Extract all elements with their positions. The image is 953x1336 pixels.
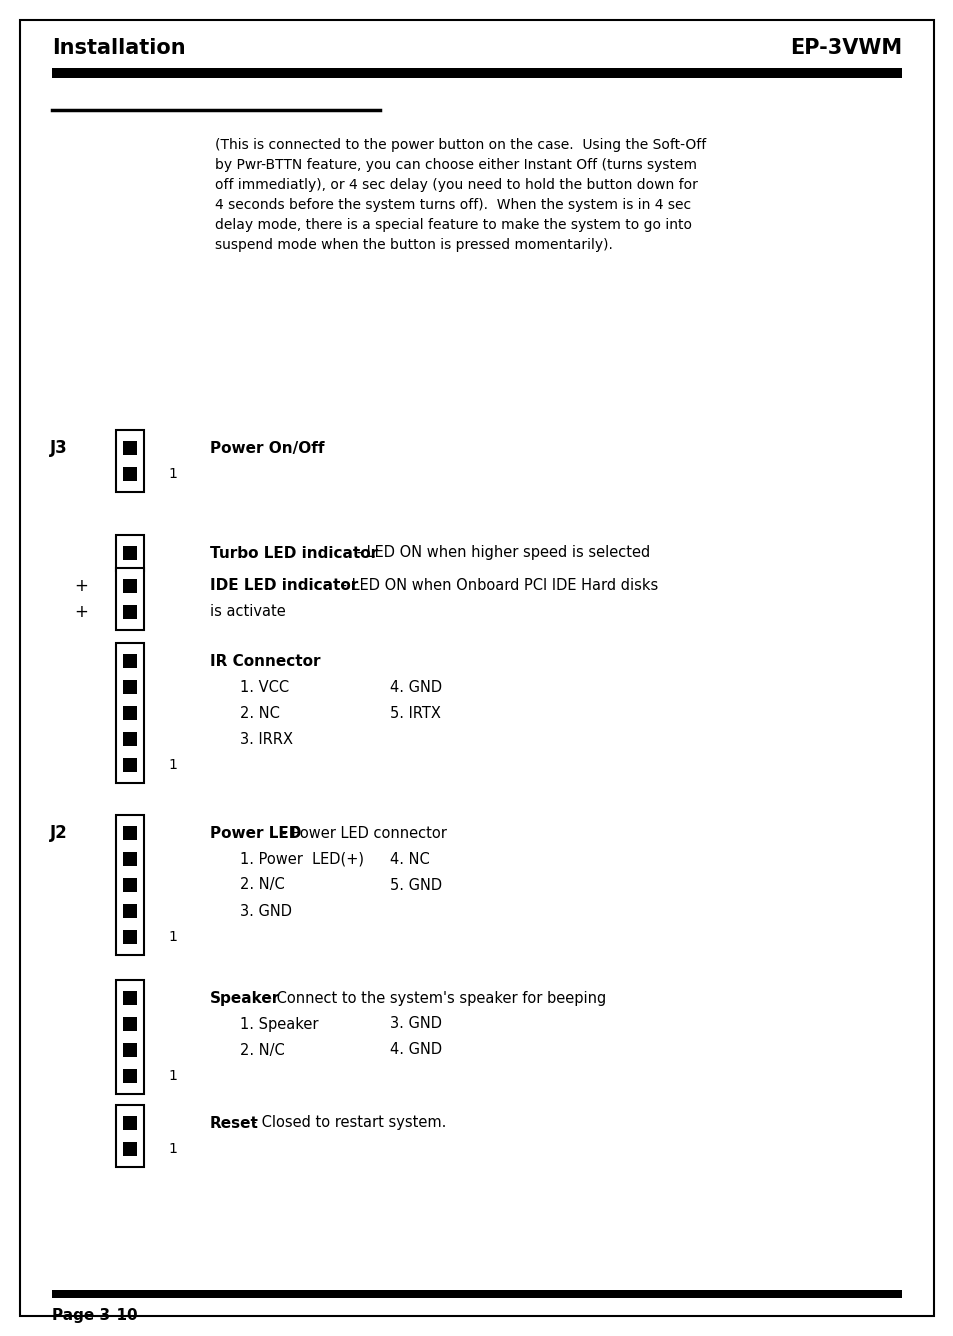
Bar	[116, 430, 144, 492]
Text: 4. NC: 4. NC	[390, 851, 429, 867]
Bar	[116, 568, 144, 631]
Bar	[116, 534, 144, 570]
Bar	[123, 441, 137, 456]
Bar	[123, 904, 137, 918]
Bar	[52, 68, 901, 77]
Text: Power LED: Power LED	[210, 826, 301, 840]
Text: 2. N/C: 2. N/C	[240, 1042, 284, 1058]
Text: Reset: Reset	[210, 1116, 258, 1130]
Text: 1: 1	[168, 1069, 176, 1083]
Text: 4. GND: 4. GND	[390, 1042, 441, 1058]
Bar	[123, 991, 137, 1005]
Text: IR Connector: IR Connector	[210, 653, 320, 668]
Bar	[123, 1116, 137, 1130]
Text: - Power LED connector: - Power LED connector	[277, 826, 447, 840]
Text: Turbo LED indicator: Turbo LED indicator	[210, 545, 377, 561]
Bar	[123, 1043, 137, 1057]
Bar	[123, 705, 137, 720]
Text: EP-3VWM: EP-3VWM	[789, 37, 901, 57]
Text: 1. Speaker: 1. Speaker	[240, 1017, 318, 1031]
Text: 1: 1	[168, 758, 176, 772]
Text: - Connect to the system's speaker for beeping: - Connect to the system's speaker for be…	[262, 990, 606, 1006]
Text: 3. GND: 3. GND	[240, 903, 292, 919]
Bar	[123, 758, 137, 772]
Bar	[123, 878, 137, 892]
Text: Installation: Installation	[52, 37, 186, 57]
Bar	[123, 826, 137, 840]
Text: 3. GND: 3. GND	[390, 1017, 441, 1031]
Text: J2: J2	[50, 824, 68, 842]
Text: J3: J3	[50, 440, 68, 457]
Bar	[116, 815, 144, 955]
Text: +: +	[74, 603, 88, 621]
Bar	[123, 655, 137, 668]
Text: 1: 1	[168, 930, 176, 945]
Text: - Closed to restart system.: - Closed to restart system.	[247, 1116, 446, 1130]
Text: 1. Power  LED(+): 1. Power LED(+)	[240, 851, 364, 867]
Text: 5. IRTX: 5. IRTX	[390, 705, 440, 720]
Text: - LED ON when Onboard PCI IDE Hard disks: - LED ON when Onboard PCI IDE Hard disks	[337, 578, 659, 593]
Text: +: +	[74, 577, 88, 595]
Bar	[123, 546, 137, 560]
Text: Page 3-10: Page 3-10	[52, 1308, 137, 1323]
Bar	[123, 468, 137, 481]
Text: is activate: is activate	[210, 604, 286, 620]
Bar	[123, 578, 137, 593]
Text: 5. GND: 5. GND	[390, 878, 441, 892]
Text: 1. VCC: 1. VCC	[240, 680, 289, 695]
Bar	[123, 930, 137, 945]
Bar	[116, 1105, 144, 1168]
Text: IDE LED indicator: IDE LED indicator	[210, 578, 358, 593]
Text: 2. NC: 2. NC	[240, 705, 279, 720]
Text: 1: 1	[168, 1142, 176, 1156]
Bar	[52, 1291, 901, 1299]
Text: 4. GND: 4. GND	[390, 680, 441, 695]
Text: Power On/Off: Power On/Off	[210, 441, 324, 456]
Bar	[123, 680, 137, 693]
Bar	[116, 981, 144, 1094]
Bar	[123, 1069, 137, 1083]
Bar	[123, 605, 137, 619]
Text: 1: 1	[168, 468, 176, 481]
Bar	[116, 643, 144, 783]
Text: 2. N/C: 2. N/C	[240, 878, 284, 892]
Text: Speaker: Speaker	[210, 990, 280, 1006]
Text: - LED ON when higher speed is selected: - LED ON when higher speed is selected	[352, 545, 650, 561]
Bar	[123, 852, 137, 866]
Bar	[123, 1017, 137, 1031]
Text: (This is connected to the power button on the case.  Using the Soft-Off
by Pwr-B: (This is connected to the power button o…	[214, 138, 705, 253]
Text: 3. IRRX: 3. IRRX	[240, 732, 293, 747]
Bar	[123, 1142, 137, 1156]
Bar	[123, 732, 137, 745]
